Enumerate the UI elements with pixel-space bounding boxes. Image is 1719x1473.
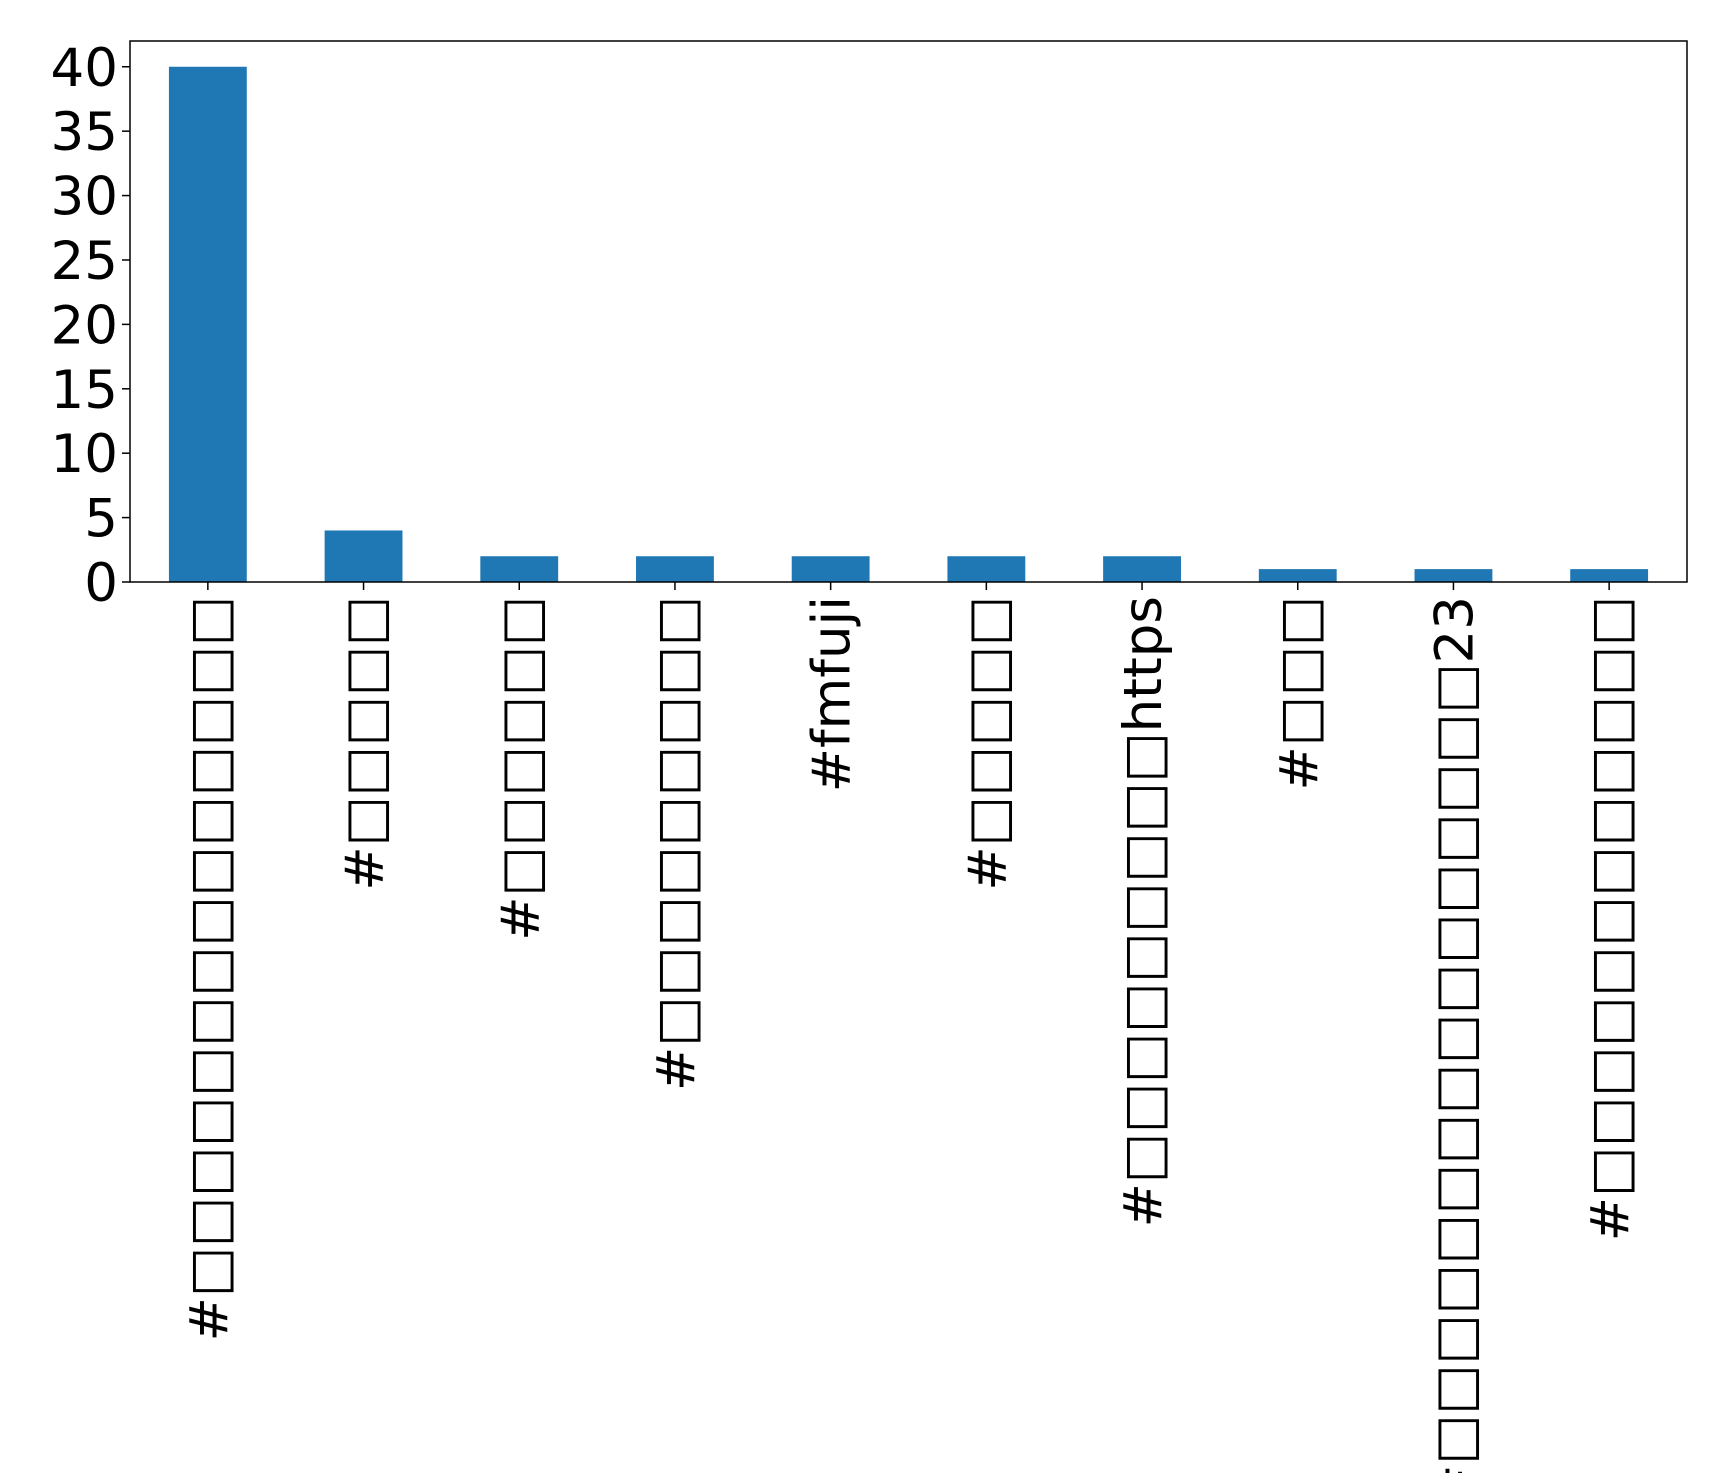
- bar: [791, 556, 870, 582]
- y-tick-label: 40: [51, 38, 118, 99]
- y-tick-label: 15: [51, 360, 118, 421]
- y-tick-label: 20: [51, 295, 118, 356]
- y-tick-label: 5: [84, 489, 118, 550]
- bar: [480, 556, 559, 582]
- bar: [947, 556, 1026, 582]
- x-tick-label: #□□□□□□□□□: [646, 596, 707, 1091]
- y-tick-label: 30: [51, 167, 118, 228]
- x-tick-label: #□□□: [1269, 596, 1330, 791]
- bar: [1570, 569, 1649, 582]
- x-tick-label: #□□□□□□□□□□□□: [1580, 596, 1641, 1241]
- bar: [1414, 569, 1493, 582]
- bar: [1258, 569, 1337, 582]
- y-tick-label: 10: [51, 424, 118, 485]
- x-tick-label: #□□□□□: [335, 596, 396, 891]
- y-tick-label: 25: [51, 231, 118, 292]
- bar: [168, 66, 247, 582]
- x-tick-label: #□□□□□□: [490, 596, 551, 941]
- x-tick-label: #fmfuji: [802, 596, 863, 792]
- plot-frame: [129, 40, 1688, 583]
- y-tick-label: 35: [51, 102, 118, 163]
- x-tick-label: #□□□□□: [957, 596, 1018, 891]
- x-tick-label: #□□□□□□□□□https: [1113, 596, 1174, 1228]
- bar: [1103, 556, 1181, 582]
- bar: [636, 556, 714, 582]
- x-tick-label: #□□□□□□□□□□□□□□□□23: [1424, 596, 1485, 1473]
- x-tick-label: #□□□□□□□□□□□□□□: [179, 596, 240, 1341]
- bar: [324, 530, 403, 582]
- y-tick-label: 0: [84, 553, 118, 614]
